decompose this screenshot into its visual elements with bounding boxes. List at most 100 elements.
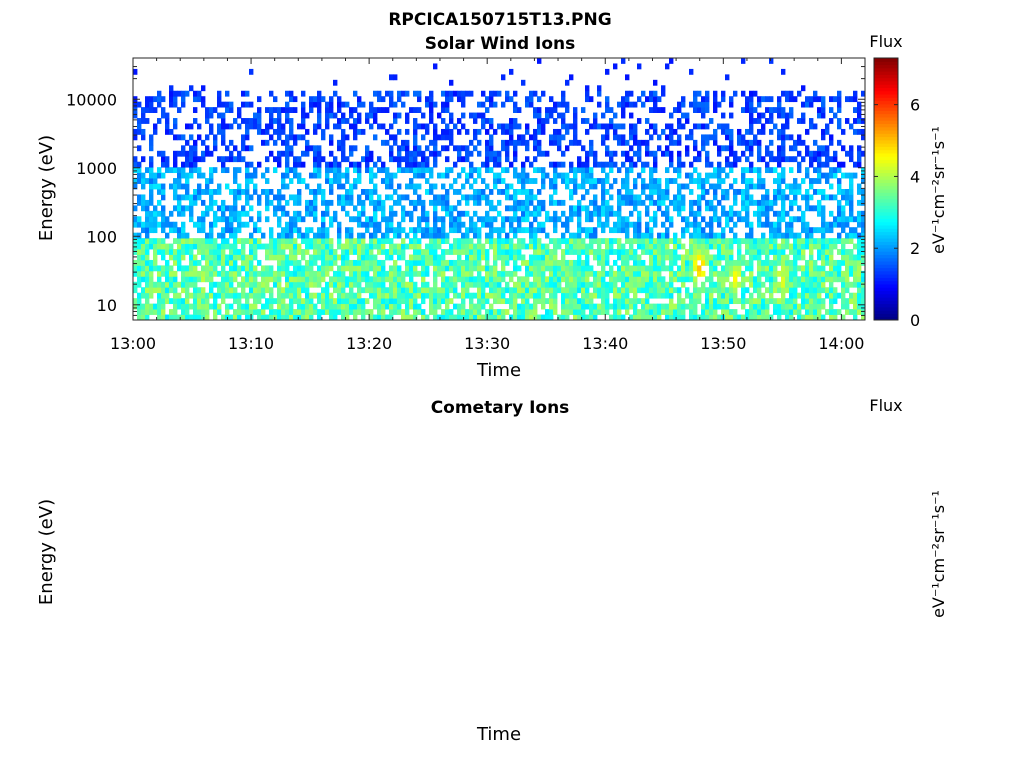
heatmap-cell [433,254,438,261]
heatmap-cell [757,210,762,217]
heatmap-cell [633,101,638,108]
heatmap-cell [137,292,142,299]
heatmap-cell [649,232,654,239]
heatmap-cell [301,303,306,310]
heatmap-cell [321,221,326,228]
heatmap-cell [313,292,318,299]
heatmap-cell [497,161,502,168]
heatmap-cell [741,238,746,244]
heatmap-cell [149,276,154,283]
heatmap-cell [861,194,866,201]
heatmap-cell [297,281,302,288]
heatmap-cell [313,145,318,152]
heatmap-cell [465,128,470,135]
heatmap-cell [785,232,790,239]
heatmap-cell [729,210,734,217]
heatmap-cell [617,254,622,261]
heatmap-cell [229,227,234,234]
heatmap-cell [177,254,182,261]
heatmap-cell [373,254,378,261]
heatmap-cell [573,259,578,266]
heatmap-cell [809,287,814,294]
heatmap-cell [561,298,566,305]
heatmap-cell [177,150,182,157]
heatmap-cell [301,287,306,294]
heatmap-cell [221,270,226,277]
heatmap-cell [517,227,522,234]
heatmap-cell [761,270,766,277]
heatmap-cell [281,265,286,272]
heatmap-cell [173,292,178,299]
heatmap-cell [245,270,250,277]
heatmap-cell [853,254,858,261]
colorbar-segment [874,195,898,200]
heatmap-cell [253,189,258,195]
heatmap-cell [189,145,194,152]
heatmap-cell [185,150,190,157]
heatmap-cell [737,298,742,305]
heatmap-cell [481,221,486,228]
heatmap-cell [805,292,810,299]
heatmap-cell [473,243,478,250]
heatmap-cell [301,118,306,124]
heatmap-cell [185,172,190,179]
heatmap-cell [589,123,594,130]
heatmap-cell [833,216,838,223]
heatmap-cell [733,161,738,168]
heatmap-cell [281,194,286,201]
heatmap-cell [141,205,146,212]
heatmap-cell [693,265,698,272]
heatmap-cell [461,96,466,103]
heatmap-cell [205,259,210,266]
heatmap-cell [161,238,166,244]
heatmap-cell [337,139,342,146]
heatmap-cell [377,276,382,283]
heatmap-cell [705,139,710,146]
heatmap-cell [785,303,790,310]
heatmap-cell [161,189,166,195]
heatmap-cell [449,96,454,103]
heatmap-cell [629,254,634,261]
heatmap-cell [313,309,318,315]
heatmap-cell [189,205,194,212]
heatmap-cell [317,189,322,195]
heatmap-cell [429,303,434,310]
heatmap-cell [165,270,170,277]
heatmap-cell [253,112,258,119]
heatmap-cell [837,199,842,206]
heatmap-cell [253,270,258,277]
heatmap-cell [745,259,750,266]
heatmap-cell [473,194,478,201]
heatmap-cell [737,314,742,321]
heatmap-cell [629,189,634,195]
heatmap-cell [221,287,226,294]
heatmap-cell [289,303,294,310]
heatmap-cell [289,167,294,174]
heatmap-cell [813,139,818,146]
heatmap-cell [349,194,354,201]
heatmap-cell [593,287,598,294]
heatmap-cell [401,276,406,283]
heatmap-cell [445,281,450,288]
heatmap-cell [533,178,538,184]
heatmap-cell [185,183,190,190]
heatmap-cell [829,167,834,174]
heatmap-cell [445,123,450,130]
heatmap-cell [221,210,226,217]
colorbar-segment [874,221,898,226]
heatmap-cell [661,199,666,206]
heatmap-cell [329,265,334,272]
heatmap-cell [269,309,274,315]
heatmap-cell [569,303,574,310]
heatmap-cell [257,210,262,217]
heatmap-cell [469,254,474,261]
heatmap-cell [245,183,250,190]
heatmap-cell [285,172,290,179]
heatmap-cell [753,303,758,310]
heatmap-cell [861,303,866,310]
heatmap-cell [581,118,586,124]
heatmap-cell [457,221,462,228]
heatmap-cell [197,249,202,255]
heatmap-cell [525,292,530,299]
heatmap-cell [605,161,610,168]
